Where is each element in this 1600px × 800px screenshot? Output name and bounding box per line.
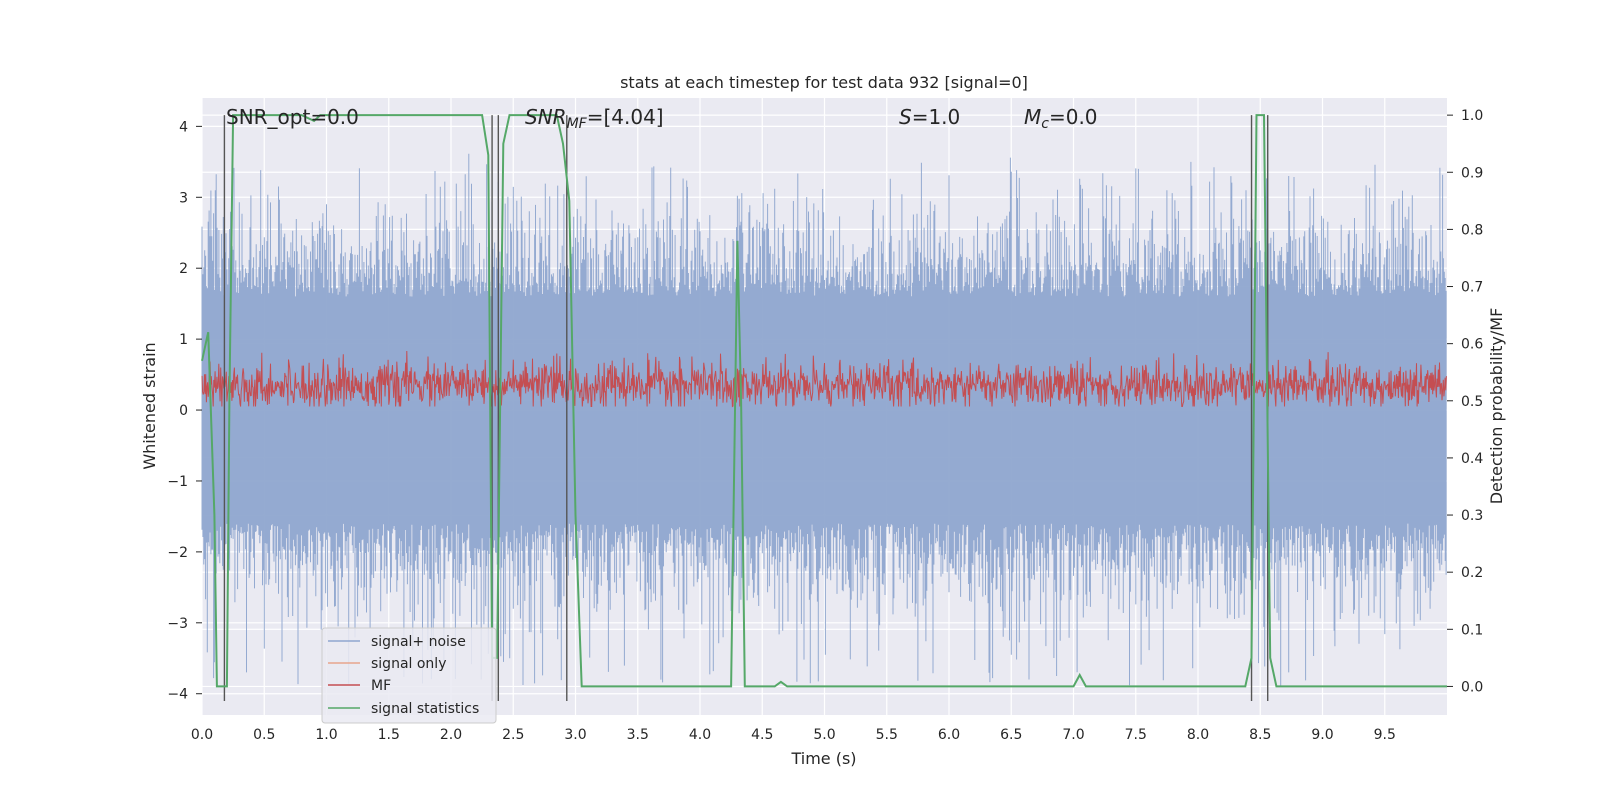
x-tick-label: 7.0	[1062, 727, 1084, 743]
x-tick-label: 8.5	[1249, 727, 1271, 743]
legend-label-mf: MF	[371, 678, 391, 694]
x-tick-label: 5.5	[876, 727, 898, 743]
y-right-axis-ticks: 1.0 0.9 0.8 0.7 0.6 0.5 0.4 0.3 0.2 0.1 0.0	[1447, 108, 1483, 695]
signal-statistics-line	[201, 114, 1447, 688]
mc-subscript: c	[1041, 116, 1049, 132]
legend-box	[321, 627, 497, 724]
legend-label-noise: signal+ noise	[371, 634, 466, 650]
y-right-tick-label: 0.9	[1461, 165, 1483, 181]
mc-symbol: M	[1024, 105, 1041, 129]
x-tick-label: 5.0	[813, 727, 835, 743]
annotation-snr-mf: SNRMF=[4.04]	[525, 105, 664, 132]
y-right-tick-label: 0.3	[1461, 508, 1483, 524]
mc-value: =0.0	[1049, 105, 1098, 129]
y-right-tick-label: 0.5	[1461, 394, 1483, 410]
x-tick-label: 1.0	[315, 727, 337, 743]
x-tick-label: 2.5	[502, 727, 524, 743]
annotation-snr-opt: SNR_opt=0.0	[226, 105, 359, 129]
x-tick-label: 8.0	[1187, 727, 1209, 743]
y-tick-label: 4	[179, 119, 188, 135]
y-axis-ticks: 4 3 2 1 0 −1 −2 −3 −4	[167, 119, 202, 703]
y-tick-label: 0	[179, 403, 188, 419]
mf-series	[201, 350, 1447, 408]
chart-title: stats at each timestep for test data 932…	[620, 73, 1028, 92]
y-right-axis-label: Detection probability/MF	[1487, 308, 1506, 505]
mf-trace	[201, 350, 1447, 408]
x-tick-label: 2.0	[440, 727, 462, 743]
legend: signal+ noise signal only MF signal stat…	[321, 627, 497, 724]
y-right-tick-label: 0.2	[1461, 565, 1483, 581]
x-axis-label: Time (s)	[790, 749, 856, 768]
x-tick-label: 9.0	[1311, 727, 1333, 743]
y-axis-label: Whitened strain	[140, 342, 159, 469]
x-tick-label: 1.5	[378, 727, 400, 743]
y-right-tick-label: 0.4	[1461, 451, 1483, 467]
y-tick-label: −1	[167, 474, 188, 490]
s-symbol: S	[899, 105, 912, 129]
snr-mf-symbol: SNR	[525, 105, 567, 129]
annotation-mc: Mc=0.0	[1024, 105, 1098, 132]
y-tick-label: −2	[167, 545, 188, 561]
x-tick-label: 3.5	[627, 727, 649, 743]
y-right-tick-label: 0.6	[1461, 337, 1483, 353]
x-tick-label: 3.0	[564, 727, 586, 743]
x-axis-ticks: 0.0 0.5 1.0 1.5 2.0 2.5 3.0 3.5 4.0 4.5 5.0 5.5 6.0 6…	[191, 727, 1396, 743]
x-tick-label: 9.5	[1374, 727, 1396, 743]
x-tick-label: 0.0	[191, 727, 213, 743]
y-tick-label: −3	[167, 616, 188, 632]
snr-mf-subscript: MF	[567, 116, 588, 132]
y-tick-label: 3	[179, 190, 188, 206]
annotation-s: S=1.0	[899, 105, 960, 129]
signal-statistics-series	[201, 114, 1447, 688]
y-right-tick-label: 0.8	[1461, 222, 1483, 238]
y-right-tick-label: 0.7	[1461, 280, 1483, 296]
y-right-tick-label: 1.0	[1461, 108, 1483, 124]
y-right-tick-label: 0.0	[1461, 679, 1483, 695]
s-value: =1.0	[912, 105, 961, 129]
y-tick-label: 1	[179, 332, 188, 348]
x-tick-label: 6.5	[1000, 727, 1022, 743]
x-tick-label: 0.5	[253, 727, 275, 743]
y-tick-label: −4	[167, 687, 188, 703]
legend-label-signal-only: signal only	[371, 656, 446, 672]
snr-mf-value: =[4.04]	[587, 105, 664, 129]
y-tick-label: 2	[179, 261, 188, 277]
x-tick-label: 6.0	[938, 727, 960, 743]
x-tick-label: 4.5	[751, 727, 773, 743]
legend-label-stats: signal statistics	[371, 701, 479, 717]
y-right-tick-label: 0.1	[1461, 622, 1483, 638]
x-tick-label: 7.5	[1125, 727, 1147, 743]
x-tick-label: 4.0	[689, 727, 711, 743]
